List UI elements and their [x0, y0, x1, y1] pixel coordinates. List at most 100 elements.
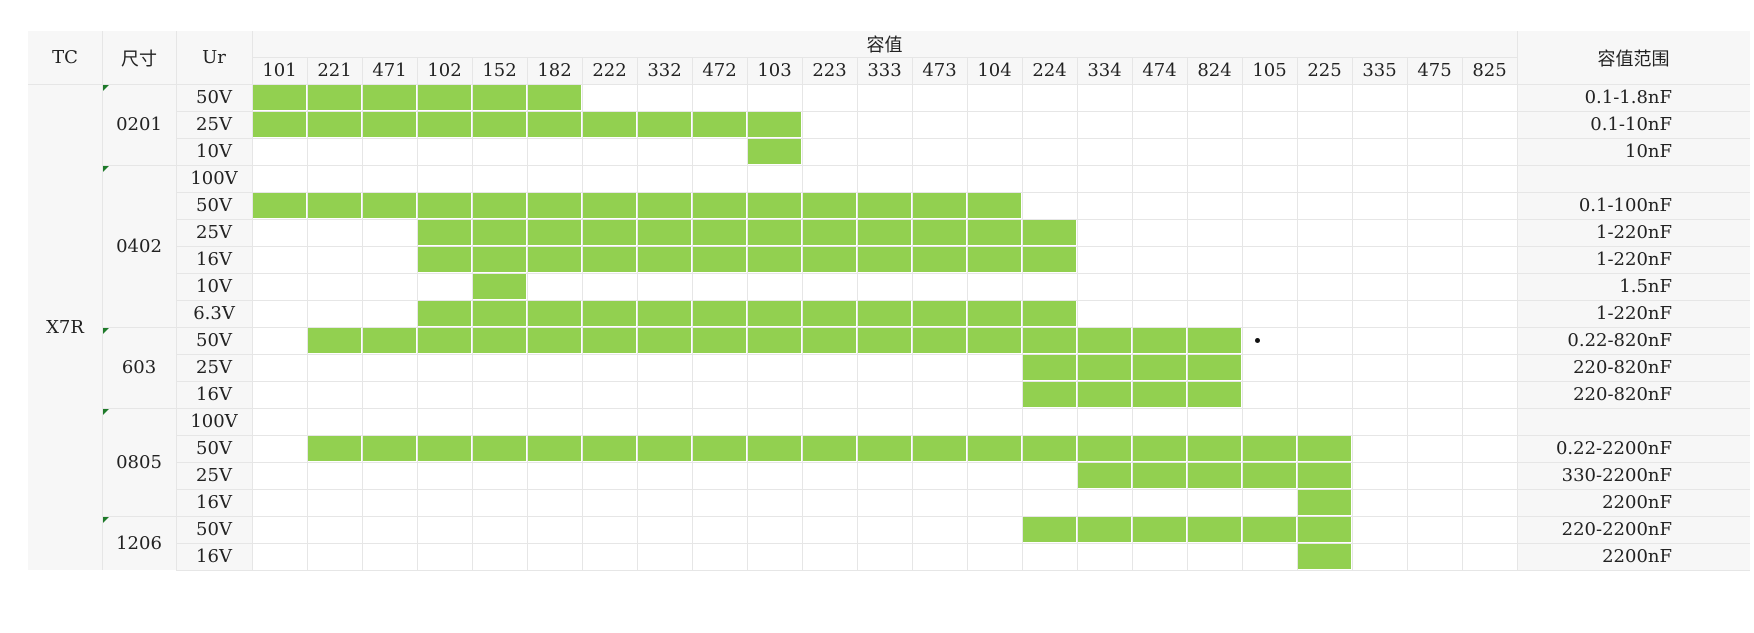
ur-cell: 50V: [196, 330, 232, 351]
grid-line: [176, 570, 1750, 571]
capacitance-fill: [1298, 436, 1351, 461]
capacitance-fill: [858, 328, 911, 353]
capacitance-fill: [1188, 517, 1241, 542]
capacitance-fill: [1078, 382, 1131, 407]
code-header: 825: [1472, 60, 1507, 81]
capacitance-fill: [748, 193, 801, 218]
grid-line: [472, 57, 473, 570]
code-header: 223: [812, 60, 847, 81]
ur-cell: 16V: [196, 492, 232, 513]
code-header: 473: [922, 60, 957, 81]
capacitance-fill: [1133, 355, 1186, 380]
capacitance-fill: [748, 301, 801, 326]
size-header: 尺寸: [121, 48, 157, 70]
capacitance-fill: [363, 112, 416, 137]
range-cell: 1-220nF: [1596, 303, 1672, 324]
capacitance-fill: [418, 193, 471, 218]
capacitance-fill: [1023, 301, 1076, 326]
code-header: 824: [1197, 60, 1232, 81]
range-cell: 1-220nF: [1596, 249, 1672, 270]
grid-line: [176, 273, 1750, 274]
capacitance-fill: [583, 328, 636, 353]
range-cell: 220-820nF: [1573, 357, 1672, 378]
capacitance-fill: [748, 247, 801, 272]
capacitance-fill: [1023, 328, 1076, 353]
capacitance-fill: [308, 193, 361, 218]
capacitance-fill: [913, 301, 966, 326]
capacitance-fill: [913, 220, 966, 245]
capacitance-fill: [858, 247, 911, 272]
grid-line: [102, 327, 176, 328]
capacitance-fill: [528, 328, 581, 353]
grid-line: [1187, 57, 1188, 570]
size-cell: 603: [121, 357, 157, 378]
capacitance-fill: [473, 85, 526, 110]
grid-line: [362, 57, 363, 570]
code-header: 104: [977, 60, 1012, 81]
grid-line: [967, 57, 968, 570]
grid-line: [637, 57, 638, 570]
grid-line: [1297, 57, 1298, 570]
capacitance-fill: [693, 328, 746, 353]
capacitance-fill: [308, 112, 361, 137]
capacitance-fill: [858, 220, 911, 245]
grid-line: [176, 354, 1750, 355]
capacitance-fill: [363, 436, 416, 461]
grid-line: [176, 327, 1750, 328]
grid-line: [1022, 57, 1023, 570]
range-header: 容值范围: [1597, 48, 1670, 70]
capacitance-header: 容值: [866, 35, 903, 56]
range-cell: 1.5nF: [1619, 276, 1672, 297]
capacitance-fill: [638, 220, 691, 245]
capacitance-fill: [528, 193, 581, 218]
capacitance-fill: [1078, 463, 1131, 488]
code-header: 332: [647, 60, 682, 81]
grid-line: [1462, 57, 1463, 570]
capacitance-fill: [308, 328, 361, 353]
capacitance-fill: [583, 301, 636, 326]
comment-marker-icon: [102, 328, 109, 335]
capacitance-fill: [583, 220, 636, 245]
capacitance-fill: [1298, 544, 1351, 569]
grid-line: [28, 84, 102, 85]
grid-line: [1407, 57, 1408, 570]
capacitance-fill: [803, 436, 856, 461]
capacitance-fill: [1078, 355, 1131, 380]
range-cell: 0.22-820nF: [1567, 330, 1672, 351]
code-header: 102: [427, 60, 462, 81]
capacitance-fill: [418, 112, 471, 137]
range-cell: [1517, 408, 1750, 435]
capacitance-fill: [803, 328, 856, 353]
capacitance-fill: [693, 112, 746, 137]
ur-cell: 100V: [190, 411, 238, 432]
grid-line: [912, 57, 913, 570]
capacitance-fill: [473, 193, 526, 218]
capacitance-fill: [638, 301, 691, 326]
size-cell: 0201: [116, 114, 162, 135]
capacitance-fill: [968, 193, 1021, 218]
code-header: 182: [537, 60, 572, 81]
capacitance-fill: [693, 436, 746, 461]
grid-line: [176, 165, 1750, 166]
capacitance-fill: [693, 301, 746, 326]
range-cell: 220-820nF: [1573, 384, 1672, 405]
grid-line: [176, 489, 1750, 490]
grid-line: [176, 516, 1750, 517]
capacitance-fill: [1133, 436, 1186, 461]
size-cell: 0402: [116, 235, 162, 257]
size-cell: 1206: [116, 532, 162, 554]
capacitance-fill: [968, 328, 1021, 353]
range-cell: 220-2200nF: [1561, 519, 1672, 540]
capacitance-fill: [418, 301, 471, 326]
grid-line: [176, 408, 1750, 409]
capacitance-fill: [748, 220, 801, 245]
capacitance-fill: [1188, 463, 1241, 488]
grid-line: [1352, 57, 1353, 570]
capacitance-fill: [473, 220, 526, 245]
capacitance-fill: [473, 328, 526, 353]
ur-cell: 16V: [196, 546, 232, 567]
code-header: 222: [592, 60, 627, 81]
capacitance-fill: [528, 436, 581, 461]
capacitance-fill: [913, 193, 966, 218]
grid-line: [417, 57, 418, 570]
